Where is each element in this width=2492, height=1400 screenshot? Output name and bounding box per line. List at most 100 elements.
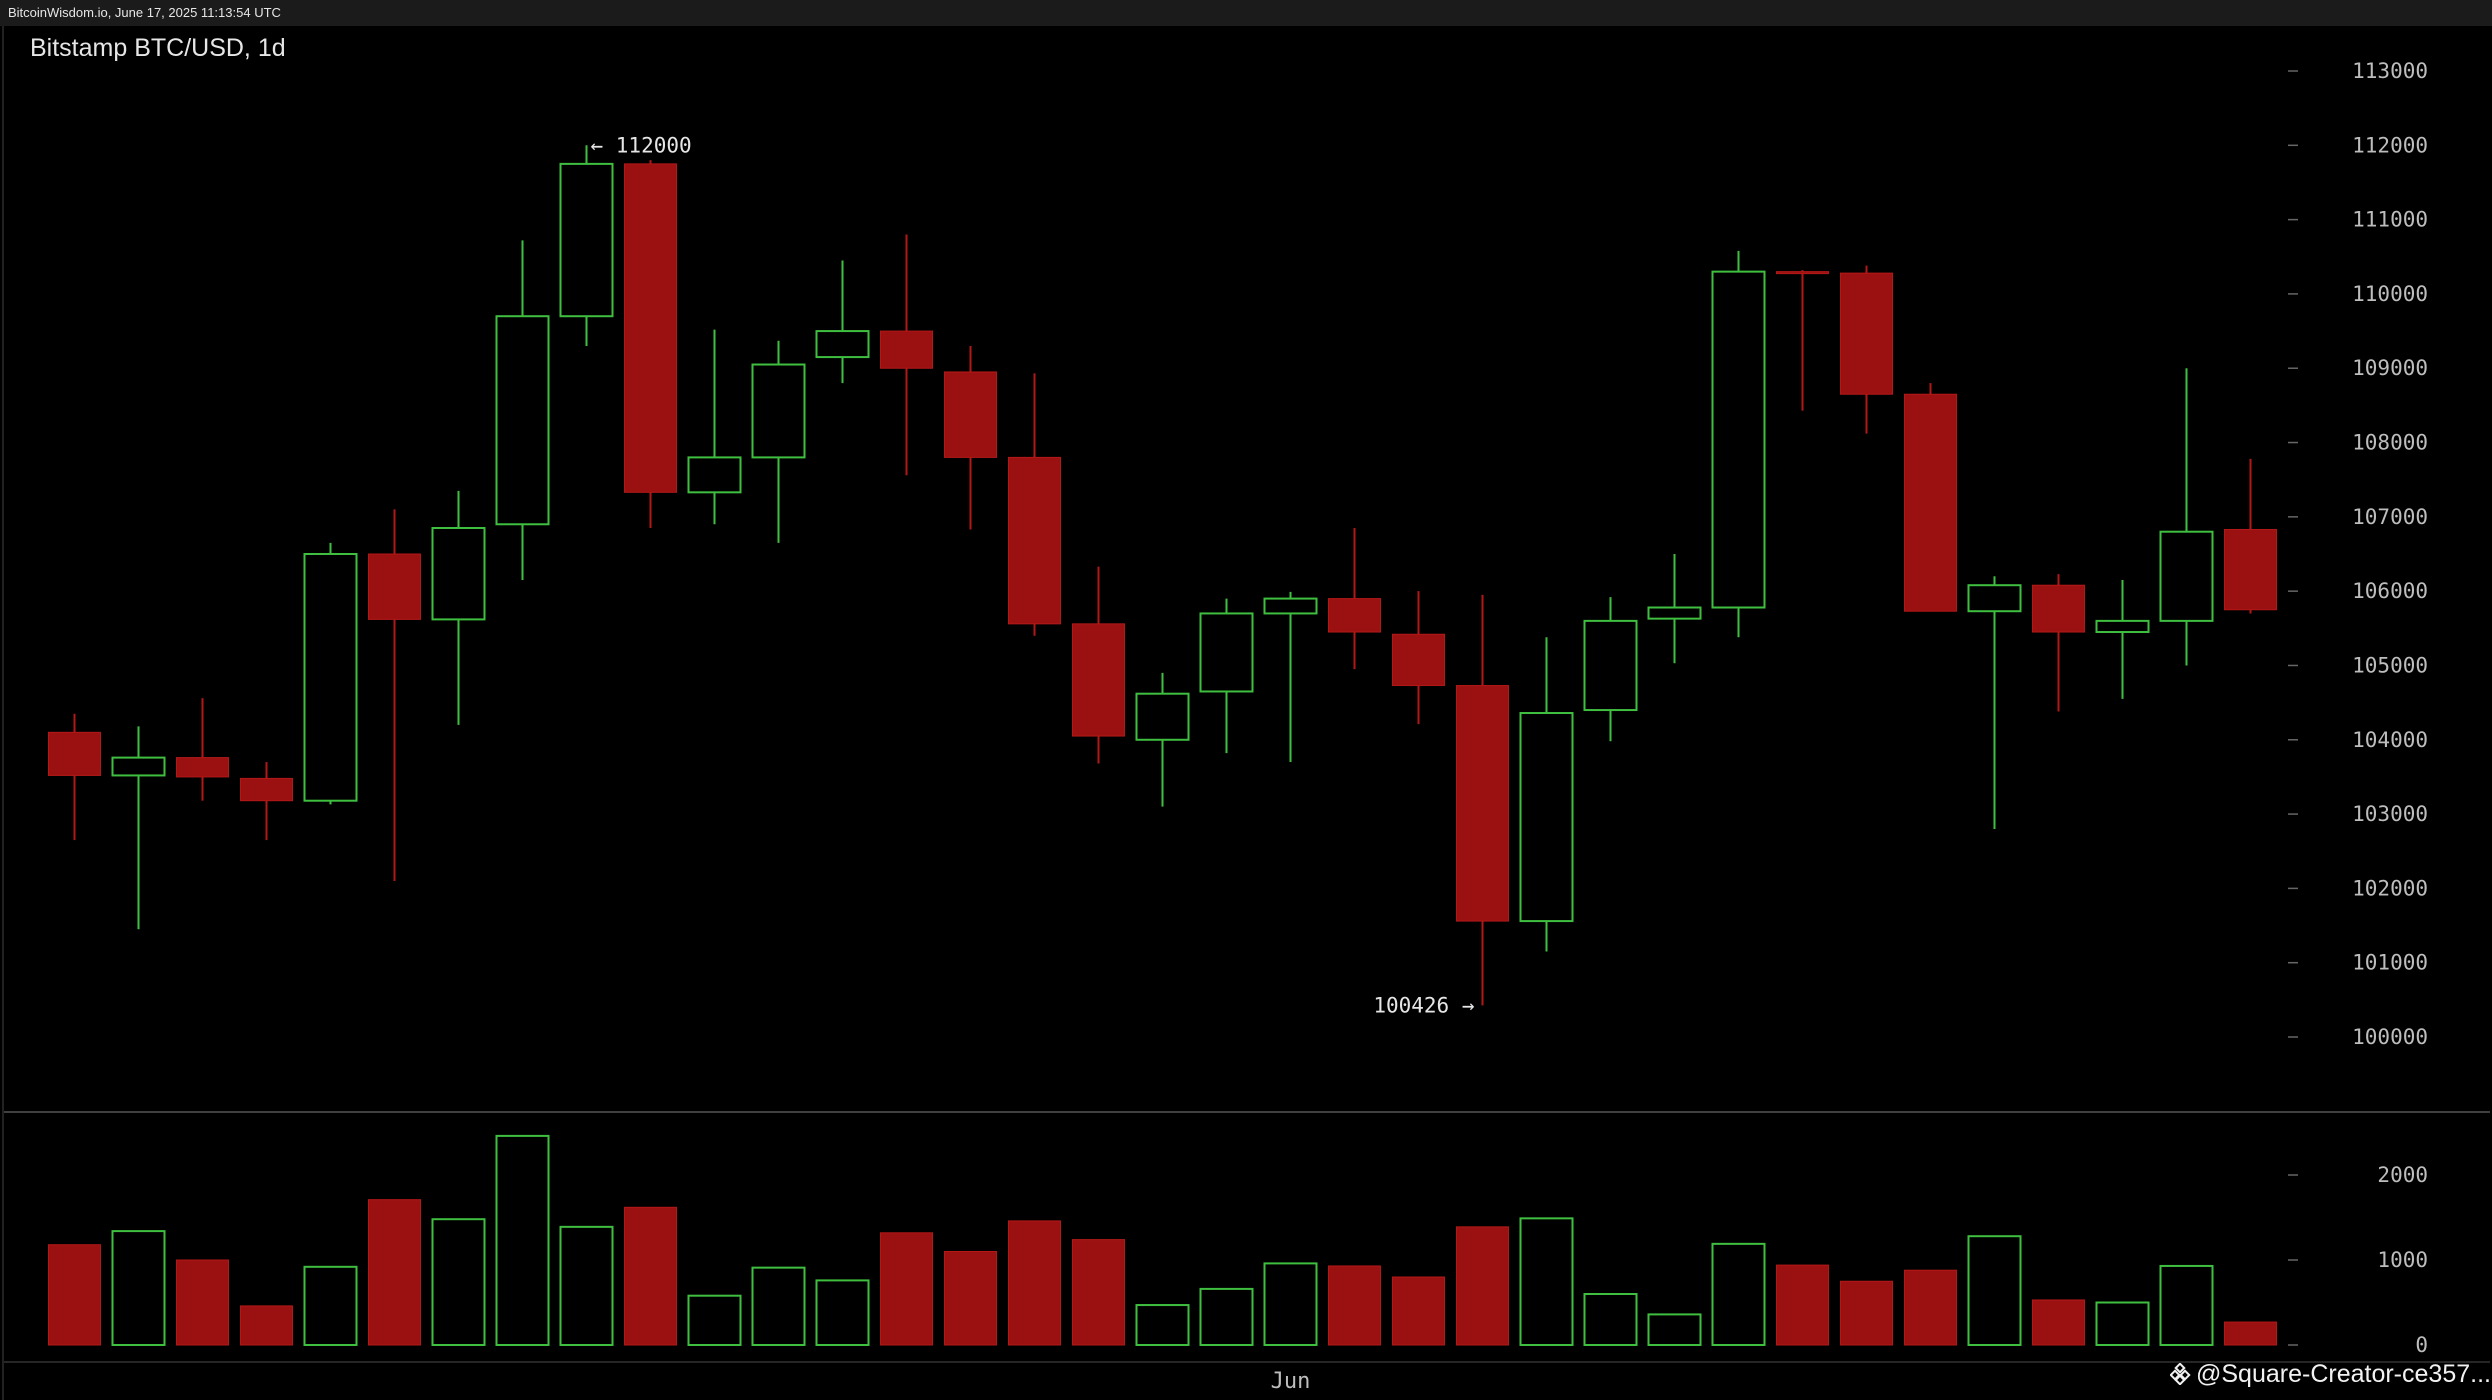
watermark-text: @Square-Creator-ce357...	[2196, 1360, 2491, 1388]
candle-body	[303, 553, 358, 802]
candle-down	[2224, 458, 2277, 614]
price-tick-label: 111000	[2352, 208, 2428, 232]
candle-body	[880, 330, 933, 369]
diamond-logo-icon	[2170, 1363, 2191, 1385]
candle-body	[1904, 393, 1957, 612]
candle-down	[176, 698, 229, 801]
volume-bar-up	[1263, 1262, 1318, 1347]
volume-bar-up	[559, 1225, 614, 1346]
candle-body	[176, 757, 229, 778]
candle-up	[1967, 576, 2022, 829]
price-tick-label: 101000	[2352, 951, 2428, 975]
volume-bar-up	[495, 1134, 550, 1347]
candle-body	[1456, 685, 1509, 922]
candle-body	[815, 330, 870, 359]
candle-up	[1519, 637, 1574, 952]
candle-down	[2032, 574, 2085, 712]
price-tick-label: 102000	[2352, 876, 2428, 900]
candle-down	[1840, 265, 1893, 434]
volume-bar-up	[1519, 1217, 1574, 1346]
price-tick-label: 104000	[2352, 728, 2428, 752]
volume-bar-down	[240, 1305, 293, 1346]
volume-bar-down	[2032, 1299, 2085, 1346]
candle-body	[2032, 584, 2085, 633]
candle-down	[1392, 591, 1445, 725]
candle-body	[368, 553, 421, 620]
candle-body	[1008, 456, 1061, 625]
header-bar: BitcoinWisdom.io, June 17, 2025 11:13:54…	[0, 0, 2492, 26]
volume-bar-up	[1199, 1287, 1254, 1347]
volume-axis: 0 1000 2000	[2288, 1163, 2428, 1357]
volume-bar-down	[944, 1251, 997, 1346]
candle-body	[1583, 619, 1638, 712]
candle-down	[1072, 566, 1125, 764]
header-source-text: BitcoinWisdom.io, June 17, 2025 11:13:54…	[8, 5, 281, 20]
candle-up	[751, 340, 806, 543]
candle-up	[431, 490, 486, 725]
candle-down	[48, 713, 101, 841]
price-tick-label: 109000	[2352, 356, 2428, 380]
candle-down	[368, 509, 421, 881]
candle-up	[111, 726, 166, 930]
candle-up	[559, 145, 614, 346]
candle-down	[240, 762, 293, 841]
volume-bar-up	[751, 1266, 806, 1347]
volume-bars	[48, 1134, 2277, 1347]
candle-down	[1904, 383, 1957, 612]
candle-up	[1135, 672, 1190, 807]
candle-body	[687, 456, 742, 494]
volume-tick-label: 0	[2415, 1333, 2428, 1357]
volume-bar-down	[2224, 1321, 2277, 1346]
candle-body	[1711, 270, 1766, 609]
volume-bar-up	[1583, 1293, 1638, 1346]
candle-body	[2224, 528, 2277, 611]
candle-body	[1263, 597, 1318, 615]
candle-down	[1776, 270, 1829, 411]
price-tick-label: 108000	[2352, 431, 2428, 455]
volume-bar-up	[815, 1279, 870, 1347]
candle-body	[624, 163, 677, 493]
candle-body	[1647, 606, 1702, 620]
candle-body	[2159, 530, 2214, 622]
time-axis: Jun	[1271, 1369, 1311, 1394]
candle-body	[111, 756, 166, 777]
candle-body	[1840, 272, 1893, 395]
candle-body	[48, 731, 101, 776]
candle-body	[1328, 598, 1381, 633]
volume-bar-up	[1135, 1304, 1190, 1347]
volume-bar-up	[1967, 1235, 2022, 1346]
volume-bar-up	[303, 1265, 358, 1347]
candle-up	[1711, 250, 1766, 638]
chart-title: Bitstamp BTC/USD, 1d	[30, 34, 286, 62]
price-tick-label: 113000	[2352, 59, 2428, 83]
price-tick-label: 100000	[2352, 1025, 2428, 1049]
volume-bar-down	[1072, 1239, 1125, 1346]
volume-bar-down	[880, 1232, 933, 1346]
volume-bar-down	[48, 1244, 101, 1346]
price-tick-label: 110000	[2352, 282, 2428, 306]
volume-tick-label: 1000	[2377, 1248, 2428, 1272]
volume-bar-down	[1328, 1265, 1381, 1346]
time-axis-label: Jun	[1271, 1369, 1311, 1394]
price-tick-label: 107000	[2352, 505, 2428, 529]
watermark: @Square-Creator-ce357...	[2170, 1360, 2491, 1389]
candle-down	[1456, 594, 1509, 1006]
candle-body	[2095, 619, 2150, 634]
candle-up	[2095, 580, 2150, 699]
candle-up	[303, 542, 358, 805]
price-tick-label: 106000	[2352, 579, 2428, 603]
price-axis: 100000 101000 102000 103000 104000 105000 1060…	[2288, 59, 2428, 1049]
volume-bar-down	[1776, 1264, 1829, 1346]
price-tick-label: 103000	[2352, 802, 2428, 826]
volume-bar-down	[1456, 1226, 1509, 1346]
volume-bar-up	[687, 1294, 742, 1346]
candle-body	[1392, 633, 1445, 687]
price-extreme-label: 100426 →	[1373, 993, 1474, 1017]
volume-bar-up	[1647, 1313, 1702, 1347]
candle-up	[1199, 598, 1254, 754]
volume-bar-up	[2095, 1301, 2150, 1346]
volume-bar-down	[1008, 1220, 1061, 1346]
volume-bar-up	[431, 1218, 486, 1346]
price-extreme-label: ← 112000	[591, 133, 692, 157]
candle-body	[431, 526, 486, 621]
